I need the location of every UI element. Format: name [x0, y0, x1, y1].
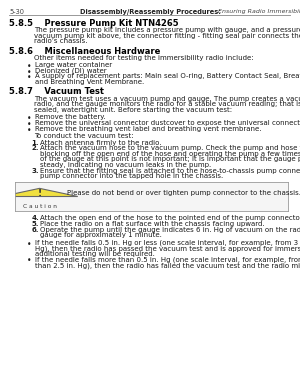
Text: •: •	[27, 73, 32, 82]
Text: 5-30: 5-30	[9, 9, 24, 14]
Text: !: !	[38, 189, 42, 198]
Text: If the needle falls 0.5 in. Hg or less (one scale interval, for example, from 3 : If the needle falls 0.5 in. Hg or less (…	[35, 239, 300, 246]
Text: Disassembly/Reassembly Procedures:: Disassembly/Reassembly Procedures:	[80, 9, 220, 14]
Text: 5.: 5.	[32, 221, 39, 227]
Text: gauge for approximately 1 minute.: gauge for approximately 1 minute.	[40, 232, 162, 238]
Text: Hg), then the radio has passed the vacuum test and is approved for immersibility: Hg), then the radio has passed the vacuu…	[35, 245, 300, 252]
Text: A supply of replacement parts: Main seal O-ring, Battery Contact Seal, Breathing: A supply of replacement parts: Main seal…	[35, 73, 300, 79]
Text: 5.8.7    Vacuum Test: 5.8.7 Vacuum Test	[9, 87, 104, 96]
Text: •: •	[27, 256, 32, 265]
Text: Remove the universal connector dustcover to expose the universal connector.: Remove the universal connector dustcover…	[35, 120, 300, 126]
Text: •: •	[27, 239, 32, 249]
Text: Operate the pump until the gauge indicates 6 in. Hg of vacuum on the radio.Obser: Operate the pump until the gauge indicat…	[40, 227, 300, 233]
Text: •: •	[27, 125, 32, 135]
Text: Attach the open end of the hose to the pointed end of the pump connector.: Attach the open end of the hose to the p…	[40, 215, 300, 222]
Text: and Breathing Vent Membrane.: and Breathing Vent Membrane.	[35, 79, 145, 85]
Text: additional testing will be required.: additional testing will be required.	[35, 251, 155, 257]
Text: Attach antenna firmly to the radio.: Attach antenna firmly to the radio.	[40, 140, 162, 146]
Text: •: •	[27, 120, 32, 129]
Text: •: •	[27, 114, 32, 123]
Text: C a u t i o n: C a u t i o n	[22, 204, 56, 209]
Polygon shape	[1, 188, 78, 196]
Text: pump connector into the tapped hole in the chassis.: pump connector into the tapped hole in t…	[40, 173, 224, 179]
Text: The vacuum test uses a vacuum pump and gauge. The pump creates a vacuum conditio: The vacuum test uses a vacuum pump and g…	[34, 96, 300, 102]
Text: sealed, watertight unit. Before starting the vacuum test:: sealed, watertight unit. Before starting…	[34, 107, 232, 113]
Text: 5.8.6    Miscellaneous Hardware: 5.8.6 Miscellaneous Hardware	[9, 47, 160, 56]
Text: If the needle falls more than 0.5 in. Hg (one scale interval, for example, from : If the needle falls more than 0.5 in. Hg…	[35, 256, 300, 263]
Text: Other items needed for testing the immersibility radio include:: Other items needed for testing the immer…	[34, 55, 254, 61]
Text: 4.: 4.	[32, 215, 39, 222]
Text: 1.: 1.	[32, 140, 39, 146]
Text: Large water container: Large water container	[35, 62, 112, 68]
Text: radio’s chassis.: radio’s chassis.	[34, 38, 88, 44]
Text: Ensure that the fitting seal is attached to the hose-to-chassis pump connector. : Ensure that the fitting seal is attached…	[40, 168, 300, 174]
Text: vacuum pump kit above, the connector fitting - fitting seal pair connects the pr: vacuum pump kit above, the connector fit…	[34, 33, 300, 39]
Text: blocking off the open end of the hose and operating the pump a few times. The ac: blocking off the open end of the hose an…	[40, 151, 300, 157]
Text: radio, and the gauge monitors the radio for a stable vacuum reading; that is, ch: radio, and the gauge monitors the radio …	[34, 101, 300, 107]
Text: Attach the vacuum hose to the vacuum pump. Check the pump and hose for leaks by: Attach the vacuum hose to the vacuum pum…	[40, 145, 300, 151]
Text: of the gauge at this point is not important; it is important that the gauge poin: of the gauge at this point is not import…	[40, 156, 300, 163]
Text: To conduct the vacuum test:: To conduct the vacuum test:	[34, 133, 134, 139]
Text: 6.: 6.	[32, 227, 39, 233]
Text: Remove the battery.: Remove the battery.	[35, 114, 106, 120]
Text: than 2.5 in. Hg), then the radio has failed the vacuum test and the radio might : than 2.5 in. Hg), then the radio has fai…	[35, 262, 300, 268]
Text: The pressure pump kit includes a pressure pump with gauge, and a pressure hose. : The pressure pump kit includes a pressur…	[34, 27, 300, 33]
Text: Please do not bend or over tighten pump connector to the chassis.: Please do not bend or over tighten pump …	[67, 191, 300, 196]
Text: 5.8.5    Pressure Pump Kit NTN4265: 5.8.5 Pressure Pump Kit NTN4265	[9, 19, 178, 28]
Text: •: •	[27, 62, 32, 71]
Text: 2.: 2.	[32, 145, 39, 151]
Text: •: •	[27, 68, 32, 76]
Text: 3.: 3.	[32, 168, 39, 174]
Text: Place the radio on a flat surface with the chassis facing upward.: Place the radio on a flat surface with t…	[40, 221, 265, 227]
Text: Remove the breathing vent label and breathing vent membrane.: Remove the breathing vent label and brea…	[35, 125, 262, 132]
Text: Deionized (DI) water: Deionized (DI) water	[35, 68, 107, 74]
Text: steady, indicating no vacuum leaks in the pump.: steady, indicating no vacuum leaks in th…	[40, 162, 212, 168]
Text: Ensuring Radio Immersibility: Ensuring Radio Immersibility	[216, 9, 300, 14]
